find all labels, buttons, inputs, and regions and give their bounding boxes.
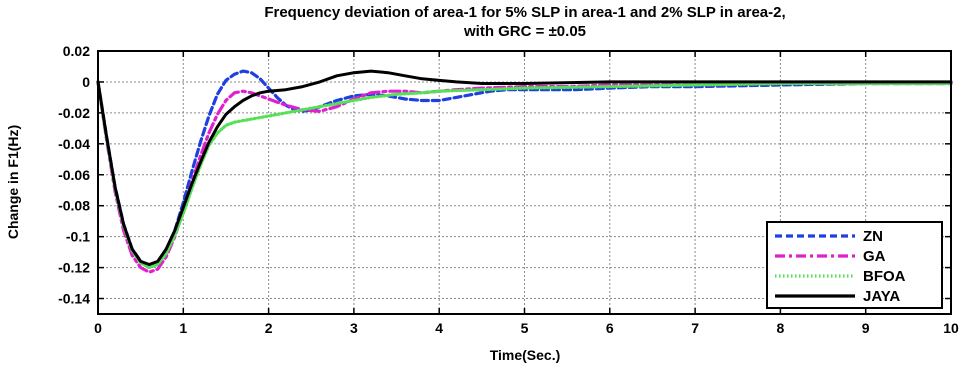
y-tick-label: -0.02 (58, 105, 90, 121)
y-axis-label: Change in F1(Hz) (5, 125, 21, 239)
x-tick-label: 8 (777, 320, 785, 336)
x-tick-label: 2 (265, 320, 273, 336)
legend-box (766, 221, 943, 309)
x-tick-label: 7 (691, 320, 699, 336)
x-tick-label: 0 (94, 320, 102, 336)
series-line-bfoa (96, 80, 953, 270)
x-tick-label: 6 (606, 320, 614, 336)
chart-title-line-2: with GRC = ±0.05 (463, 23, 586, 40)
x-tick-label: 5 (521, 320, 529, 336)
y-tick-label: 0.02 (63, 43, 90, 59)
x-tick-label: 3 (350, 320, 358, 336)
y-tick-label: -0.1 (66, 229, 90, 245)
legend-label-jaya: JAYA (863, 288, 900, 305)
y-tick-label: -0.04 (58, 136, 90, 152)
x-tick-label: 4 (435, 320, 443, 336)
legend-label-bfoa: BFOA (863, 268, 906, 285)
y-tick-label: -0.06 (58, 167, 90, 183)
x-tick-label: 1 (179, 320, 187, 336)
x-tick-label: 10 (943, 320, 959, 336)
x-axis-label: Time(Sec.) (490, 347, 561, 363)
y-tick-label: -0.14 (58, 291, 90, 307)
legend-label-zn: ZN (863, 228, 883, 245)
y-tick-label: 0 (82, 74, 90, 90)
y-tick-label: -0.08 (58, 198, 90, 214)
x-tick-label: 9 (862, 320, 870, 336)
axis-tick-labels: 0 1 2 3 4 5 6 7 8 9 10 0.02 0 -0.02 -0.04 -0.06 -0.08 -0.… (58, 43, 959, 336)
y-tick-label: -0.12 (58, 260, 90, 276)
series-lines (96, 69, 953, 274)
series-line-jaya (96, 69, 953, 266)
legend: ZN GA BFOA JAYA (766, 221, 943, 309)
chart-title-line-1: Frequency deviation of area-1 for 5% SLP… (264, 4, 785, 21)
legend-label-ga: GA (863, 248, 886, 265)
